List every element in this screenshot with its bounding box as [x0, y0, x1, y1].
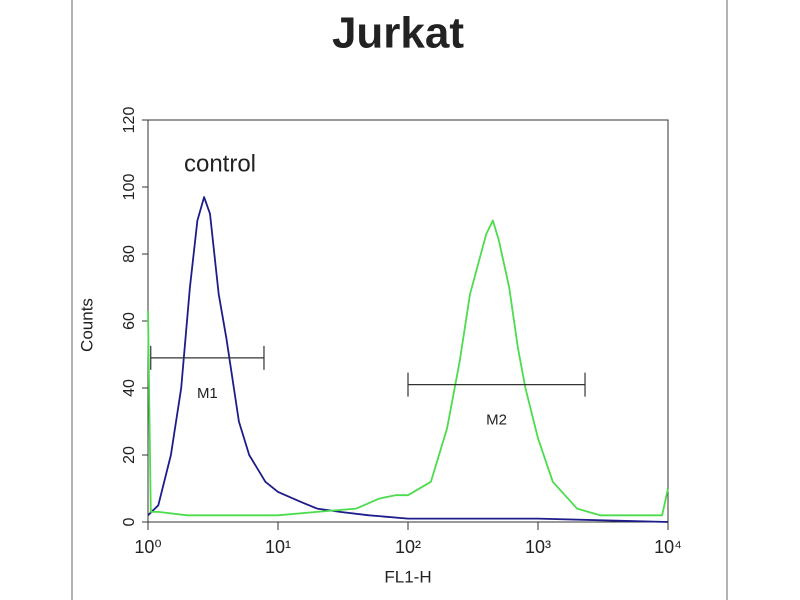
x-tick-label: 10¹ [265, 537, 291, 557]
y-tick-label: 80 [121, 245, 138, 263]
y-tick-label: 0 [121, 517, 138, 526]
plot-frame [147, 119, 669, 523]
x-tick-label: 10⁰ [134, 537, 161, 557]
x-axis-label: FL1-H [384, 567, 431, 586]
y-axis-label: Counts [77, 298, 96, 352]
y-tick-label: 60 [121, 312, 138, 330]
x-tick-label: 10² [395, 537, 421, 557]
x-tick-label: 10⁴ [654, 537, 682, 557]
gate-label: M2 [486, 412, 507, 429]
y-tick-label: 20 [121, 446, 138, 464]
x-tick-label: 10³ [525, 537, 551, 557]
series-line [147, 196, 669, 523]
y-tick-label: 100 [121, 174, 138, 201]
series-line [147, 219, 669, 517]
chart-title: Jurkat [332, 9, 464, 58]
series-annotation: control [184, 150, 256, 177]
y-tick-label: 120 [121, 107, 138, 134]
gate-label: M1 [197, 385, 218, 402]
y-tick-label: 40 [121, 379, 138, 397]
